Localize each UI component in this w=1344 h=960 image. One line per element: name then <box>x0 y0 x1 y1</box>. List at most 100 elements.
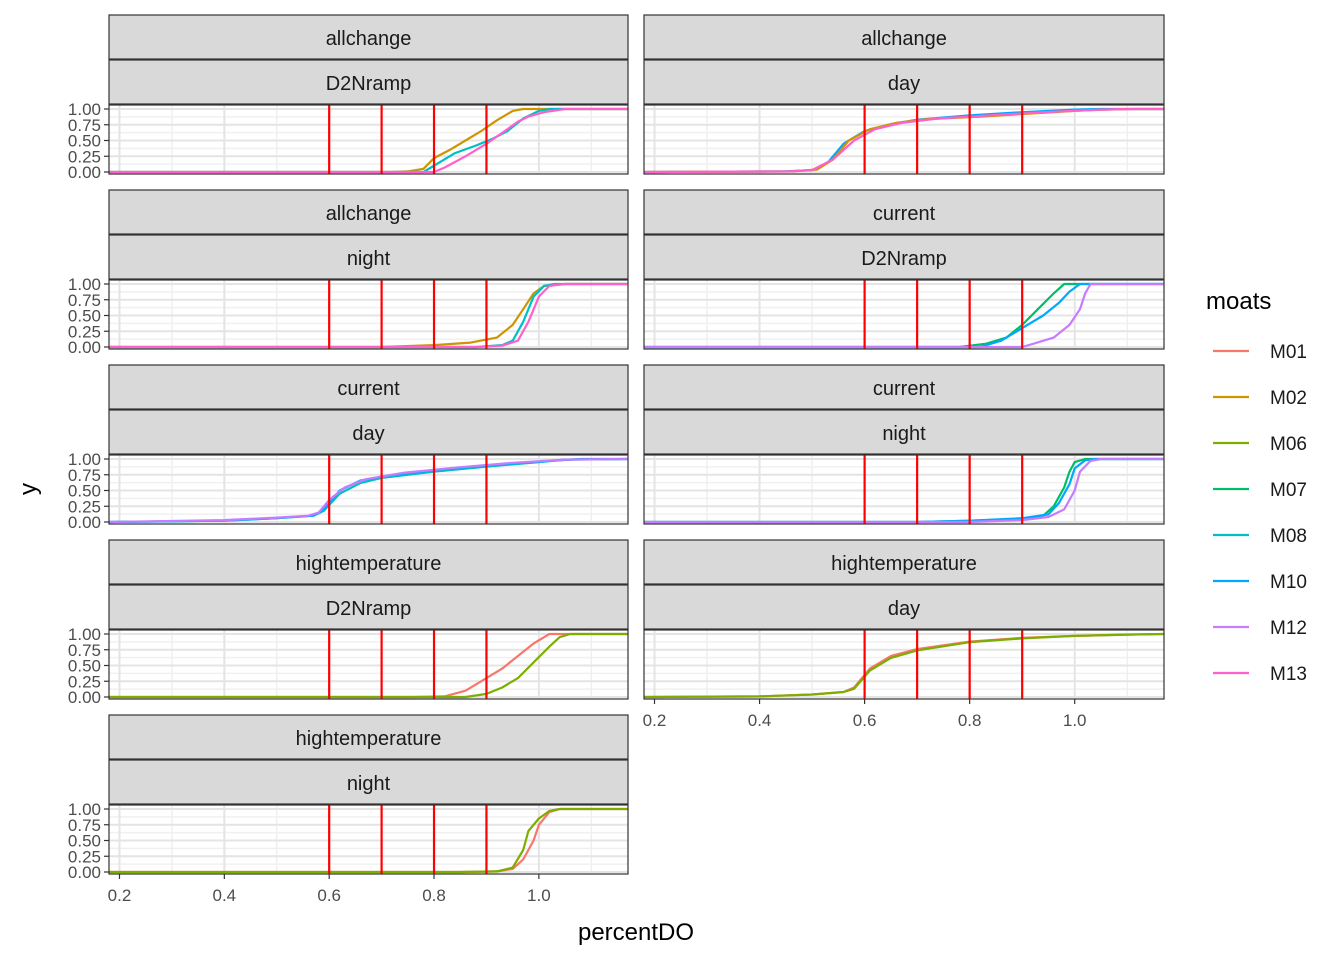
x-tick-label: 0.2 <box>108 886 132 905</box>
facet-strip-label: day <box>352 423 384 445</box>
y-tick-label: 0.00 <box>68 513 101 532</box>
facet-strip-label: current <box>873 203 936 225</box>
series-line <box>109 807 628 874</box>
y-tick-label: 0.25 <box>68 672 101 691</box>
y-axis-title: y <box>15 483 42 495</box>
y-tick-label: 0.25 <box>68 847 101 866</box>
facet-strip <box>108 539 629 585</box>
y-tick-label: 1.00 <box>68 800 101 819</box>
y-tick-label: 0.50 <box>68 307 101 326</box>
facet-strip-label: allchange <box>326 203 412 225</box>
facet-strip-label: hightemperature <box>296 553 442 575</box>
series-line <box>644 282 1164 349</box>
facet-strip <box>108 189 629 235</box>
facet-strip <box>108 234 629 280</box>
y-tick-label: 0.00 <box>68 163 101 182</box>
facet-panel: current day 0.000.250.500.751.00 <box>68 364 629 532</box>
panel-border <box>108 104 629 175</box>
facet-strip <box>108 584 629 630</box>
x-tick-label: 0.4 <box>748 711 772 730</box>
facet-strip-label: current <box>337 378 400 400</box>
x-axis-title: percentDO <box>578 919 694 946</box>
x-tick-label: 1.0 <box>1063 711 1087 730</box>
facet-panel: allchange day <box>643 14 1165 175</box>
facet-panel: current D2Nramp <box>643 189 1165 350</box>
y-tick-label: 0.75 <box>68 291 101 310</box>
facet-strip-label: D2Nramp <box>326 598 412 620</box>
y-tick-label: 0.50 <box>68 482 101 501</box>
legend: moats M01 M02 M06 M07 M08 M10 M12 M13 <box>1206 288 1307 685</box>
y-tick-label: 0.25 <box>68 497 101 516</box>
facet-strip-label: D2Nramp <box>861 248 947 270</box>
facet-strip-label: night <box>882 423 926 445</box>
facet-strip-label: night <box>347 248 391 270</box>
facet-strip <box>643 364 1165 410</box>
legend-label: M07 <box>1270 480 1307 501</box>
y-tick-label: 1.00 <box>68 275 101 294</box>
facet-strip-label: D2Nramp <box>326 73 412 95</box>
facet-panel: hightemperature day 0.2 0.4 0.6 0.8 1.0 <box>643 539 1165 730</box>
panel-border <box>643 454 1165 525</box>
legend-label: M10 <box>1270 572 1307 593</box>
y-tick-label: 0.00 <box>68 688 101 707</box>
facet-strip-label: hightemperature <box>296 728 442 750</box>
facet-strip <box>643 584 1165 630</box>
facet-strip <box>108 14 629 60</box>
facet-strip-label: hightemperature <box>831 553 977 575</box>
legend-label: M02 <box>1270 388 1307 409</box>
facet-strip <box>643 14 1165 60</box>
y-tick-label: 0.50 <box>68 132 101 151</box>
panel-border <box>643 629 1165 700</box>
y-tick-label: 1.00 <box>68 450 101 469</box>
facet-strip <box>108 759 629 805</box>
y-tick-label: 0.50 <box>68 657 101 676</box>
y-tick-label: 0.50 <box>68 832 101 851</box>
facet-strip-label: night <box>347 773 391 795</box>
legend-entries: M01 M02 M06 M07 M08 M10 M12 M13 <box>1213 342 1307 685</box>
x-tick-label: 0.8 <box>422 886 446 905</box>
y-tick-label: 0.75 <box>68 641 101 660</box>
legend-label: M01 <box>1270 342 1307 363</box>
series-line <box>108 457 629 524</box>
panel-border <box>108 279 629 350</box>
facet-panel: allchange D2Nramp 0.000.250.500.751.00 <box>68 14 629 182</box>
facet-strip-label: allchange <box>861 28 947 50</box>
y-tick-label: 0.00 <box>68 338 101 357</box>
y-tick-label: 0.25 <box>68 147 101 166</box>
facet-strip-label: day <box>888 73 920 95</box>
series-line <box>109 632 628 699</box>
x-tick-label: 0.8 <box>958 711 982 730</box>
facet-strip <box>643 59 1165 105</box>
y-tick-label: 0.75 <box>68 116 101 135</box>
facet-panel: hightemperature D2Nramp 0.000.250.500.751.… <box>68 539 629 707</box>
legend-title: moats <box>1206 288 1271 315</box>
y-tick-label: 1.00 <box>68 625 101 644</box>
legend-label: M12 <box>1270 618 1307 639</box>
facet-strip <box>643 539 1165 585</box>
panels-layer: allchangeD2Nramp0.000.250.500.751.00allc… <box>68 14 1165 905</box>
facet-strip <box>108 409 629 455</box>
y-tick-label: 0.75 <box>68 466 101 485</box>
facet-panel: hightemperaturenight0.000.250.500.751.00… <box>68 714 629 905</box>
facet-strip <box>108 714 629 760</box>
x-tick-label: 1.0 <box>527 886 551 905</box>
panel-border <box>108 804 629 875</box>
facet-panel: current night <box>643 364 1165 525</box>
series-line <box>644 457 1164 524</box>
facet-strip <box>643 189 1165 235</box>
facet-strip-label: day <box>888 598 920 620</box>
series-line <box>109 107 628 174</box>
facet-strip <box>108 364 629 410</box>
facet-panel: allchange night 0.000.250.500.751.00 <box>68 189 629 357</box>
y-tick-label: 1.00 <box>68 100 101 119</box>
legend-label: M08 <box>1270 526 1307 547</box>
x-tick-label: 0.6 <box>317 886 341 905</box>
series-line <box>643 632 1165 699</box>
series-line <box>643 107 1164 174</box>
facet-strip-label: current <box>873 378 936 400</box>
series-line <box>109 282 628 349</box>
facet-strip-label: allchange <box>326 28 412 50</box>
legend-label: M06 <box>1270 434 1307 455</box>
y-tick-label: 0.75 <box>68 816 101 835</box>
